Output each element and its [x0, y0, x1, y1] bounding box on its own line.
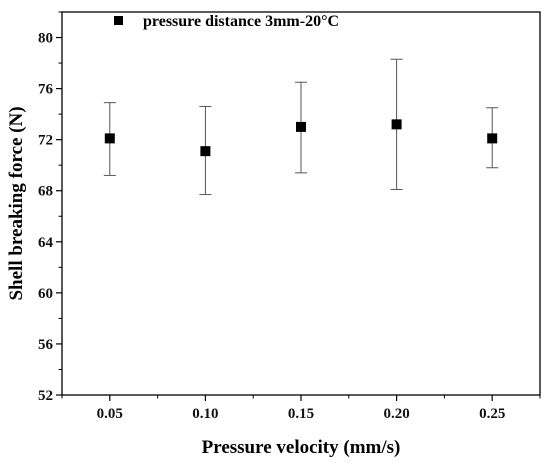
y-tick-label: 52 — [38, 388, 53, 404]
y-tick-label: 76 — [38, 82, 54, 98]
data-point — [199, 105, 212, 196]
data-point — [103, 102, 116, 176]
data-marker — [487, 133, 498, 144]
x-tick-label: 0.15 — [288, 406, 314, 422]
plot-frame — [61, 11, 541, 396]
data-marker — [391, 119, 402, 130]
data-point — [486, 107, 499, 169]
x-tick-label: 0.10 — [192, 406, 218, 422]
y-axis: 52 56 60 64 68 72 76 80 — [38, 11, 62, 404]
data-point — [295, 81, 307, 174]
y-axis-title: Shell breaking force (N) — [6, 106, 27, 300]
x-tick-label: 0.20 — [383, 406, 409, 422]
y-tick-label: 80 — [38, 31, 53, 47]
data-marker — [104, 133, 115, 144]
data-marker — [200, 146, 211, 157]
x-tick-label: 0.25 — [479, 406, 505, 422]
y-tick-label: 64 — [38, 235, 54, 251]
legend-marker — [114, 16, 123, 25]
legend: pressure distance 3mm-20°C — [114, 13, 339, 30]
legend-label: pressure distance 3mm-20°C — [143, 13, 339, 30]
x-tick-label: 0.05 — [97, 406, 123, 422]
data-marker — [296, 121, 306, 132]
y-tick-label: 72 — [38, 133, 53, 149]
series-layer — [103, 58, 499, 196]
plot-border — [61, 11, 541, 396]
x-axis-title: Pressure velocity (mm/s) — [202, 437, 401, 458]
data-point — [390, 58, 403, 190]
y-tick-label: 68 — [38, 184, 53, 200]
x-axis: 0.05 0.10 0.15 0.20 0.25 — [61, 395, 541, 422]
y-tick-label: 56 — [38, 337, 54, 353]
y-tick-label: 60 — [38, 286, 53, 302]
